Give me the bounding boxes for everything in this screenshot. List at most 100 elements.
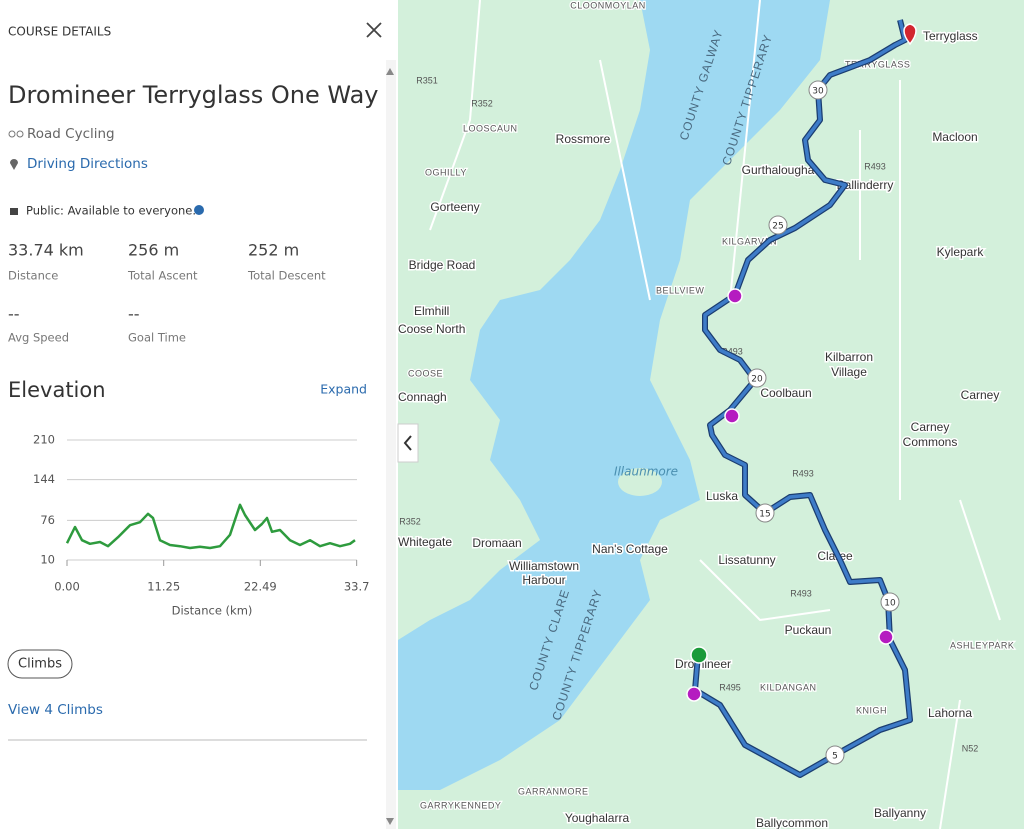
- x-axis-title: Distance (km): [172, 604, 253, 618]
- close-button[interactable]: [366, 22, 382, 38]
- climb-icon[interactable]: [724, 408, 740, 424]
- scroll-arrows[interactable]: [386, 68, 394, 825]
- stat-label: Goal Time: [128, 331, 186, 345]
- stat-value: --: [8, 305, 20, 324]
- x-tick-label: 22.49: [244, 580, 277, 594]
- km-marker-label: 5: [832, 752, 838, 762]
- map-label: KILDANGAN: [760, 682, 817, 692]
- km-marker: [880, 592, 900, 612]
- scrollbar[interactable]: [386, 60, 396, 829]
- map-label: Carney: [911, 420, 950, 434]
- y-tick-label: 10: [40, 553, 55, 567]
- map-label: Gorteeny: [430, 200, 479, 214]
- panel-content: COURSE DETAILS Dromineer Terryglass One …: [7, 22, 394, 825]
- km-marker-label: 15: [759, 510, 770, 520]
- climb-icon[interactable]: [878, 629, 894, 645]
- map-label: OGHILLY: [425, 167, 467, 177]
- climb-icon[interactable]: [727, 288, 743, 304]
- map-label: N52: [962, 743, 979, 753]
- map-label: Williamstown: [509, 559, 579, 573]
- privacy: Public: Available to everyone.: [26, 204, 196, 218]
- climbs-button[interactable]: [7, 649, 73, 679]
- km-marker: [825, 745, 845, 765]
- map-label: COOSE: [408, 368, 443, 378]
- map-label: Kylepark: [937, 245, 985, 259]
- km-marker: [747, 368, 767, 388]
- pin-icon: [10, 159, 18, 170]
- km-marker: [755, 503, 775, 523]
- roads: [429, 0, 1001, 829]
- map-label: GARRYKENNEDY: [420, 800, 501, 810]
- map-label: Gurthalougha: [742, 163, 815, 177]
- map-label: Puckaun: [785, 623, 832, 637]
- map-label: Elmhill: [414, 304, 449, 318]
- side-panel: [0, 0, 386, 829]
- map-label: GARRANMORE: [518, 786, 589, 796]
- map-label: BELLVIEW: [656, 285, 704, 295]
- map-label: Dromaan: [472, 536, 521, 550]
- map-label: Ballyanny: [874, 806, 926, 820]
- x-tick-label: 33.7: [344, 580, 370, 594]
- stat-value: 33.74 km: [8, 241, 84, 260]
- x-tick-label: 0.00: [54, 580, 80, 594]
- km-marker-label: 20: [751, 375, 763, 385]
- km-marker-label: 30: [812, 87, 824, 97]
- map-label: Lissatunny: [718, 553, 775, 567]
- map-label: Nan's Cottage: [592, 542, 668, 556]
- stat-label: Total Descent: [247, 269, 326, 283]
- climbs-button-label[interactable]: Climbs: [18, 657, 62, 672]
- panel-header: COURSE DETAILS: [8, 25, 111, 39]
- bike-icon: [16, 130, 24, 138]
- map-label: R351: [416, 75, 438, 85]
- map-label: Terryglass: [923, 29, 978, 43]
- x-tick-label: 11.25: [147, 580, 180, 594]
- bike-icon: [8, 130, 16, 138]
- elevation-title: Elevation: [8, 378, 106, 402]
- map-label: KNIGH: [856, 705, 887, 715]
- directions-link[interactable]: Driving Directions: [27, 156, 148, 172]
- map-label: Dromineer: [675, 657, 731, 671]
- map-label: Ballycommon: [756, 816, 828, 829]
- climb-icon[interactable]: [686, 686, 702, 702]
- map-label: Luska: [706, 489, 738, 503]
- view-climbs-link[interactable]: View 4 Climbs: [8, 702, 103, 718]
- km-marker: [768, 215, 788, 235]
- map-label: Bridge Road: [409, 258, 476, 272]
- map-label: CLOONMOYLAN: [570, 0, 646, 10]
- map-label: R352: [399, 516, 421, 526]
- map-label: Illaunmore: [614, 465, 678, 479]
- map-label: LOOSCAUN: [463, 123, 518, 133]
- km-marker-label: 10: [884, 599, 896, 609]
- y-tick-label: 76: [40, 513, 55, 527]
- stat-value: 252 m: [248, 241, 299, 260]
- start-marker[interactable]: [690, 646, 708, 664]
- map-label: R493: [721, 346, 743, 356]
- km-markers: 5 10 15 20 25 30: [747, 80, 900, 765]
- map-label: Kilbarron: [825, 350, 873, 364]
- map-label: R493: [790, 588, 812, 598]
- lock-icon: [10, 208, 18, 215]
- end-marker[interactable]: [903, 23, 917, 46]
- map-label: Harbour: [522, 573, 565, 587]
- map-label: Connagh: [398, 390, 447, 404]
- km-marker-label: 25: [772, 222, 783, 232]
- map-label: Coolbaun: [760, 386, 811, 400]
- route-line: [693, 19, 912, 777]
- map-label: Carney: [961, 388, 1000, 402]
- info-icon[interactable]: [194, 205, 204, 215]
- map-label: R493: [864, 161, 886, 171]
- map-label: Ballinderry: [837, 178, 894, 192]
- expand-link[interactable]: Expand: [320, 382, 367, 397]
- map-label: Commons: [903, 435, 958, 449]
- elevation-line: [65, 503, 356, 550]
- map-label: R493: [792, 468, 814, 478]
- y-tick-label: 210: [33, 433, 55, 447]
- map-label: Youghalarra: [565, 811, 630, 825]
- stat-label: Total Ascent: [127, 269, 198, 283]
- stat-value: 256 m: [128, 241, 179, 260]
- collapse-button[interactable]: [397, 423, 419, 463]
- map-label: ASHLEYPARK: [950, 640, 1014, 650]
- island: [618, 468, 662, 496]
